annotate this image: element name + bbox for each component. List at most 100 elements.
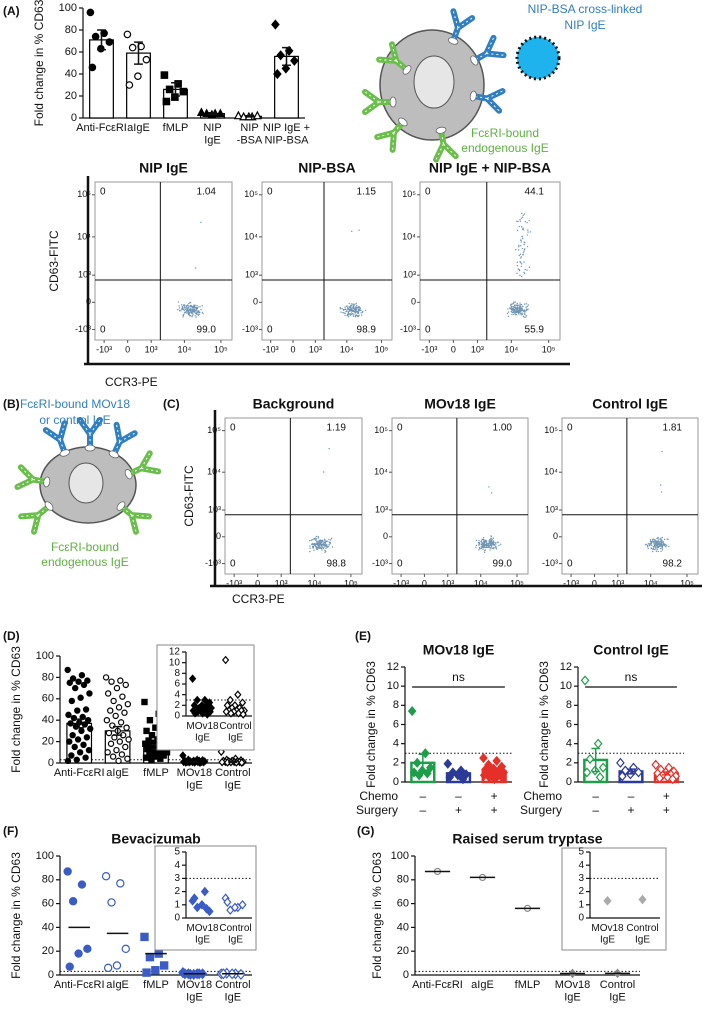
event-dot xyxy=(317,537,320,539)
event-dot xyxy=(330,537,333,540)
quadrant-percent: 0 xyxy=(425,325,431,336)
diagram-label: FcεRI-bound xyxy=(51,540,119,554)
event-dot xyxy=(659,547,662,550)
event-dot xyxy=(308,539,311,542)
data-point xyxy=(443,758,453,769)
event-dot xyxy=(351,230,353,233)
data-point xyxy=(69,675,77,682)
data-point xyxy=(124,755,131,762)
y-tick-label: 8 xyxy=(566,699,572,711)
data-point xyxy=(116,738,124,745)
x-tick-label: -10³ xyxy=(421,344,437,354)
row-value: – xyxy=(455,789,462,803)
y-tick-label: 8 xyxy=(174,668,180,679)
inset-frame xyxy=(154,845,257,951)
diagram-label: endogenous IgE xyxy=(461,141,548,155)
event-dot xyxy=(192,306,195,309)
event-dot xyxy=(315,543,317,546)
event-dot xyxy=(194,315,196,317)
event-dot xyxy=(195,316,197,318)
event-dot xyxy=(178,309,181,312)
x-axis-label: CCR3-PE xyxy=(105,375,158,389)
data-point xyxy=(125,81,134,89)
x-tick-label: 0 xyxy=(422,578,427,588)
diagram-label: endogenous IgE xyxy=(41,555,128,569)
event-dot xyxy=(312,542,314,545)
data-point xyxy=(81,721,88,728)
y-axis-label: CD63-FITC xyxy=(182,465,196,527)
event-dot xyxy=(652,538,655,540)
y-tick-label: 100 xyxy=(36,650,54,662)
event-dot xyxy=(521,305,523,307)
event-dot xyxy=(492,547,495,550)
y-tick-label: 2 xyxy=(393,757,399,769)
data-point xyxy=(445,772,455,783)
event-dot xyxy=(656,548,658,551)
y-tick-label: 10³ xyxy=(208,504,221,514)
event-dot xyxy=(197,312,199,314)
quadrant-percent: 1.19 xyxy=(327,423,347,434)
y-tick-label: 40 xyxy=(397,921,409,933)
event-dot xyxy=(190,310,192,312)
chart-title: Raised serum tryptase xyxy=(452,831,602,847)
error-bar xyxy=(626,768,636,775)
event-dot xyxy=(346,314,348,317)
data-point xyxy=(223,897,232,907)
event-dot xyxy=(183,313,185,316)
event-dot xyxy=(662,542,665,544)
event-dot xyxy=(649,539,652,541)
data-point xyxy=(124,700,132,708)
data-point xyxy=(88,63,97,72)
event-dot xyxy=(663,538,666,541)
y-tick-label: 80 xyxy=(397,874,409,886)
event-dot xyxy=(315,538,318,540)
event-dot xyxy=(194,267,197,269)
error-bar xyxy=(97,29,106,51)
event-dot xyxy=(352,315,355,317)
data-point xyxy=(221,655,230,665)
y-tick-label: 10 xyxy=(169,657,181,668)
data-point xyxy=(123,724,130,731)
y-axis-label: Fold change in % CD63 xyxy=(32,0,46,126)
event-dot xyxy=(661,541,663,544)
event-dot xyxy=(339,308,341,310)
event-dot xyxy=(344,314,346,317)
event-dot xyxy=(490,492,493,494)
y-tick-label: 10³ xyxy=(403,270,416,280)
x-tick-label: Control IgE xyxy=(600,979,635,1004)
event-dot xyxy=(345,305,348,307)
quadrant-percent: 1.15 xyxy=(357,187,377,198)
event-dot xyxy=(186,312,188,314)
event-dot xyxy=(519,261,522,264)
error-bar xyxy=(74,718,84,729)
event-dot xyxy=(327,540,329,542)
data-point xyxy=(87,725,94,732)
event-dot xyxy=(495,543,497,545)
plot-frame xyxy=(224,417,363,575)
event-dot xyxy=(520,308,523,311)
event-dot xyxy=(490,535,492,537)
event-dot xyxy=(655,541,658,543)
event-dot xyxy=(345,310,347,313)
event-dot xyxy=(527,304,529,306)
event-dot xyxy=(525,309,527,312)
y-tick-label: 60 xyxy=(42,898,54,910)
data-point xyxy=(407,705,417,717)
x-tick-label: Anti-FcεRI xyxy=(412,979,463,991)
data-point xyxy=(110,697,117,705)
event-dot xyxy=(184,311,186,314)
event-dot xyxy=(519,302,521,304)
event-dot xyxy=(326,546,328,548)
event-dot xyxy=(653,543,656,546)
event-dot xyxy=(654,548,656,551)
row-value: – xyxy=(592,803,599,817)
event-dot xyxy=(490,537,492,540)
event-dot xyxy=(492,540,495,542)
event-dot xyxy=(519,274,521,277)
x-tick-label: 0 xyxy=(290,344,295,354)
event-dot xyxy=(348,302,350,305)
event-dot xyxy=(523,250,525,252)
event-dot xyxy=(183,309,185,312)
x-tick-label: Control IgE xyxy=(215,979,250,1004)
event-dot xyxy=(658,545,660,548)
